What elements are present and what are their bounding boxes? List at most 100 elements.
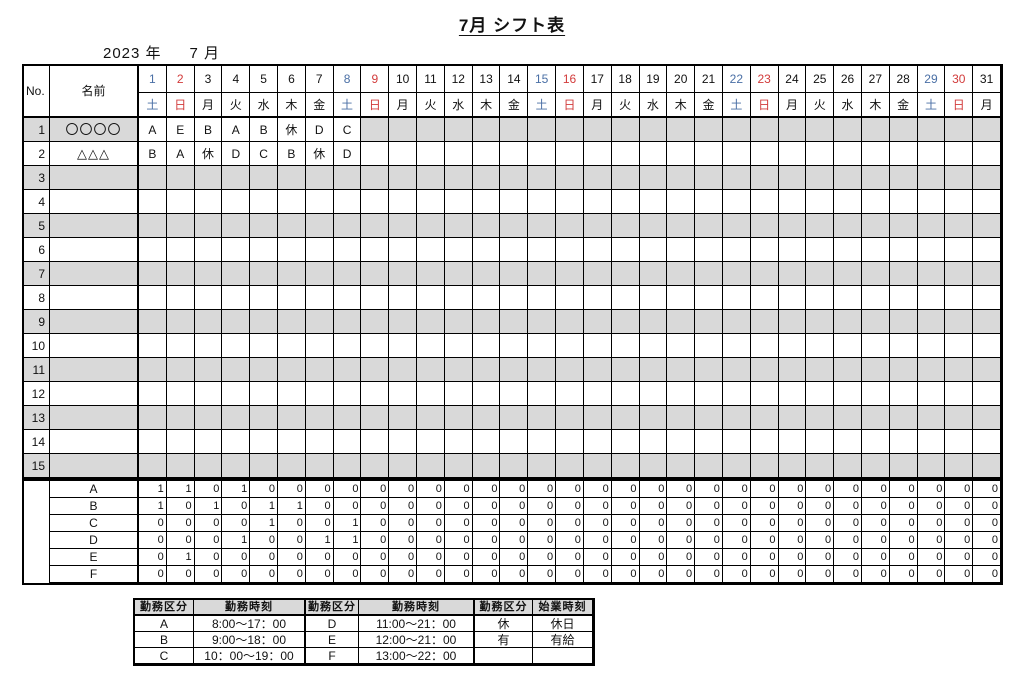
shift-cell[interactable] xyxy=(667,142,696,166)
shift-cell[interactable] xyxy=(750,406,779,430)
shift-cell[interactable] xyxy=(639,310,668,334)
shift-cell[interactable] xyxy=(444,190,473,214)
shift-cell[interactable] xyxy=(250,238,279,262)
shift-cell[interactable] xyxy=(139,214,167,238)
shift-cell[interactable] xyxy=(166,406,195,430)
shift-cell[interactable] xyxy=(889,262,918,286)
shift-cell[interactable] xyxy=(639,358,668,382)
shift-cell[interactable] xyxy=(917,118,946,142)
shift-cell[interactable] xyxy=(611,454,640,478)
shift-cell[interactable] xyxy=(222,214,251,238)
shift-cell[interactable] xyxy=(667,454,696,478)
shift-cell[interactable] xyxy=(472,262,501,286)
shift-cell[interactable] xyxy=(861,190,890,214)
shift-cell[interactable] xyxy=(250,406,279,430)
shift-cell[interactable] xyxy=(417,310,445,334)
shift-cell[interactable] xyxy=(556,142,584,166)
shift-cell[interactable] xyxy=(917,214,946,238)
shift-cell[interactable] xyxy=(861,118,890,142)
shift-cell[interactable]: 休 xyxy=(278,118,306,142)
name-cell[interactable] xyxy=(50,286,139,310)
shift-cell[interactable] xyxy=(194,262,223,286)
shift-cell[interactable] xyxy=(139,310,167,334)
shift-cell[interactable] xyxy=(889,406,918,430)
shift-cell[interactable] xyxy=(861,430,890,454)
shift-cell[interactable] xyxy=(667,238,696,262)
name-cell[interactable] xyxy=(50,334,139,358)
shift-cell[interactable] xyxy=(444,214,473,238)
shift-cell[interactable] xyxy=(583,118,612,142)
shift-cell[interactable] xyxy=(945,166,974,190)
shift-cell[interactable] xyxy=(639,238,668,262)
shift-cell[interactable] xyxy=(667,334,696,358)
shift-cell[interactable] xyxy=(667,406,696,430)
shift-cell[interactable] xyxy=(834,286,862,310)
shift-cell[interactable] xyxy=(444,334,473,358)
shift-cell[interactable] xyxy=(194,454,223,478)
shift-cell[interactable] xyxy=(639,118,668,142)
shift-cell[interactable] xyxy=(945,334,974,358)
shift-cell[interactable] xyxy=(500,310,529,334)
shift-cell[interactable] xyxy=(194,190,223,214)
shift-cell[interactable] xyxy=(556,334,584,358)
shift-cell[interactable] xyxy=(750,454,779,478)
shift-cell[interactable] xyxy=(583,142,612,166)
shift-cell[interactable] xyxy=(834,190,862,214)
shift-cell[interactable] xyxy=(945,454,974,478)
shift-cell[interactable] xyxy=(194,166,223,190)
shift-cell[interactable] xyxy=(973,214,1001,238)
shift-cell[interactable] xyxy=(166,166,195,190)
shift-cell[interactable] xyxy=(250,262,279,286)
shift-cell[interactable] xyxy=(333,238,362,262)
shift-cell[interactable] xyxy=(389,262,418,286)
shift-cell[interactable] xyxy=(139,454,167,478)
shift-cell[interactable] xyxy=(973,358,1001,382)
shift-cell[interactable] xyxy=(861,406,890,430)
shift-cell[interactable] xyxy=(389,430,418,454)
shift-cell[interactable] xyxy=(695,166,723,190)
shift-cell[interactable] xyxy=(333,454,362,478)
shift-cell[interactable] xyxy=(917,406,946,430)
shift-cell[interactable] xyxy=(194,382,223,406)
shift-cell[interactable] xyxy=(695,190,723,214)
shift-cell[interactable] xyxy=(222,430,251,454)
shift-cell[interactable] xyxy=(472,310,501,334)
shift-cell[interactable] xyxy=(750,142,779,166)
shift-cell[interactable] xyxy=(945,142,974,166)
shift-cell[interactable] xyxy=(250,166,279,190)
shift-cell[interactable] xyxy=(333,262,362,286)
shift-cell[interactable] xyxy=(528,118,557,142)
shift-cell[interactable] xyxy=(722,382,751,406)
shift-cell[interactable] xyxy=(917,238,946,262)
shift-cell[interactable] xyxy=(472,286,501,310)
shift-cell[interactable] xyxy=(611,310,640,334)
shift-cell[interactable] xyxy=(611,118,640,142)
shift-cell[interactable] xyxy=(305,406,334,430)
shift-cell[interactable] xyxy=(834,142,862,166)
shift-cell[interactable] xyxy=(861,238,890,262)
shift-cell[interactable] xyxy=(722,310,751,334)
shift-cell[interactable] xyxy=(945,406,974,430)
shift-cell[interactable] xyxy=(528,382,557,406)
shift-cell[interactable] xyxy=(889,286,918,310)
shift-cell[interactable] xyxy=(667,358,696,382)
shift-cell[interactable] xyxy=(611,286,640,310)
shift-cell[interactable] xyxy=(444,310,473,334)
shift-cell[interactable] xyxy=(389,382,418,406)
name-cell[interactable]: 〇〇〇〇 xyxy=(50,118,139,142)
shift-cell[interactable] xyxy=(583,262,612,286)
shift-cell[interactable] xyxy=(333,358,362,382)
shift-cell[interactable] xyxy=(778,334,807,358)
shift-cell[interactable] xyxy=(750,286,779,310)
shift-cell[interactable] xyxy=(889,454,918,478)
shift-cell[interactable] xyxy=(194,358,223,382)
shift-cell[interactable] xyxy=(250,382,279,406)
shift-cell[interactable] xyxy=(305,454,334,478)
shift-cell[interactable] xyxy=(695,310,723,334)
shift-cell[interactable] xyxy=(194,430,223,454)
shift-cell[interactable] xyxy=(166,190,195,214)
shift-cell[interactable] xyxy=(500,382,529,406)
shift-cell[interactable] xyxy=(806,358,835,382)
shift-cell[interactable] xyxy=(278,358,306,382)
shift-cell[interactable] xyxy=(305,238,334,262)
